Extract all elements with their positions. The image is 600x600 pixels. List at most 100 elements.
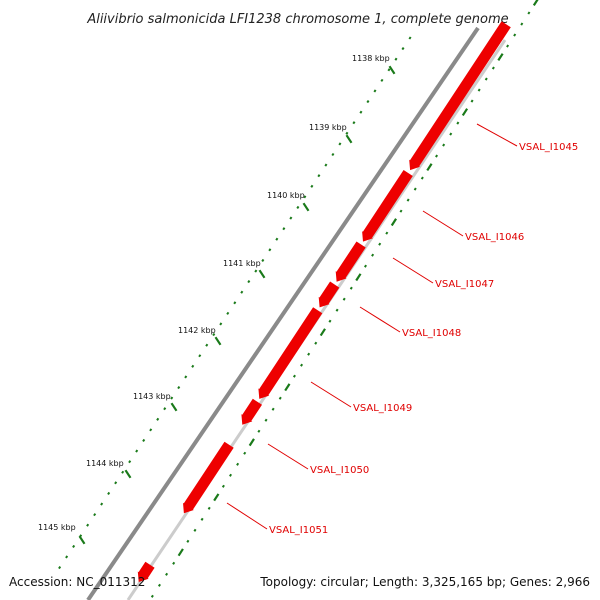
minor-tick [275,237,279,241]
minor-tick [300,363,304,367]
minor-tick [221,484,225,488]
ruler-label: 1140 kbp [267,191,305,200]
minor-tick [345,131,349,135]
minor-tick [385,231,389,235]
minor-tick [387,68,391,72]
major-tick [532,0,539,6]
minor-tick [198,354,202,358]
gene-arrow [241,398,262,425]
minor-tick [236,462,240,466]
ruler-labels: 1138 kbp 1139 kbp 1140 kbp 1141 kbp 1142… [38,54,390,532]
minor-tick [527,11,531,15]
minor-tick [268,248,272,252]
minor-tick [58,566,62,570]
minor-tick [394,57,398,61]
gene-arrow [362,170,413,242]
minor-tick [278,396,282,400]
topology-summary: Topology: circular; Length: 3,325,165 bp… [259,575,590,589]
minor-tick [401,47,405,51]
minor-tick [307,352,311,356]
minor-tick [229,473,233,477]
minor-tick [72,544,76,548]
ruler-major-tick [78,535,86,545]
gene-arrow [409,21,511,171]
gene-features [137,21,511,582]
minor-tick [177,385,181,390]
ruler-label: 1139 kbp [309,123,347,132]
ruler-label: 1144 kbp [86,459,124,468]
ruler-label: 1145 kbp [38,523,76,532]
minor-tick [243,451,247,455]
minor-tick [303,195,307,199]
minor-tick [226,311,230,315]
minor-tick [163,407,167,411]
minor-tick [352,121,356,125]
accession-text: Accession: NC_011312 [9,575,145,589]
ruler-label: 1141 kbp [223,259,261,268]
ruler-major-tick [345,134,353,144]
minor-tick [186,539,190,543]
gene-label: VSAL_I1046 [465,232,524,243]
minor-tick [271,407,275,411]
tick-tracks [58,0,539,598]
minor-tick [172,561,176,565]
minor-tick [212,333,216,337]
ruler-major-tick [302,202,310,212]
minor-tick [240,290,244,294]
minor-tick [477,88,481,92]
minor-tick [328,319,332,323]
minor-tick [135,449,139,453]
minor-tick [292,374,296,378]
ruler-label: 1138 kbp [352,54,390,63]
map-title: Aliivibrio salmonicida LFI1238 chromosom… [86,12,508,27]
minor-tick [261,258,265,262]
minor-tick [342,297,346,301]
minor-tick [107,491,111,495]
ruler-major-tick [388,65,396,75]
gene-label: VSAL_I1048 [402,328,461,339]
major-tick [461,108,469,117]
minor-tick [264,418,268,422]
major-tick [426,163,433,172]
minor-tick [156,417,160,421]
minor-tick [296,205,300,210]
minor-tick [506,44,510,48]
minor-tick [257,429,261,433]
major-tick [319,328,326,337]
major-tick [497,53,504,61]
minor-tick [191,364,195,368]
minor-tick [335,308,339,312]
major-tick [177,548,184,557]
gene-label: VSAL_I1051 [269,525,328,536]
minor-tick [408,36,412,40]
minor-tick [366,99,370,104]
minor-tick [100,502,104,506]
minor-tick [310,184,314,188]
minor-tick [520,22,524,26]
gene-arrow [318,281,340,308]
minor-tick [380,78,384,82]
minor-tick [406,198,410,202]
minor-tick [470,99,474,103]
minor-tick [359,110,363,114]
minor-tick [205,343,209,347]
minor-tick [142,438,146,443]
gene-label: VSAL_I1049 [353,403,412,414]
gene-label: VSAL_I1045 [519,142,578,153]
minor-tick [324,163,328,167]
minor-tick [128,460,132,464]
minor-tick [165,572,169,576]
minor-tick [65,555,69,559]
minor-tick [207,506,211,510]
minor-tick [193,528,197,532]
ruler-major-tick [170,402,178,412]
minor-tick [150,594,154,598]
minor-tick [378,242,382,246]
minor-tick [317,174,321,178]
major-tick [355,273,362,282]
minor-tick [349,286,353,290]
gene-labels: VSAL_I1045 VSAL_I1046 VSAL_I1047 VSAL_I1… [269,142,578,536]
backbone-arc [86,26,480,600]
minor-tick [121,470,125,474]
